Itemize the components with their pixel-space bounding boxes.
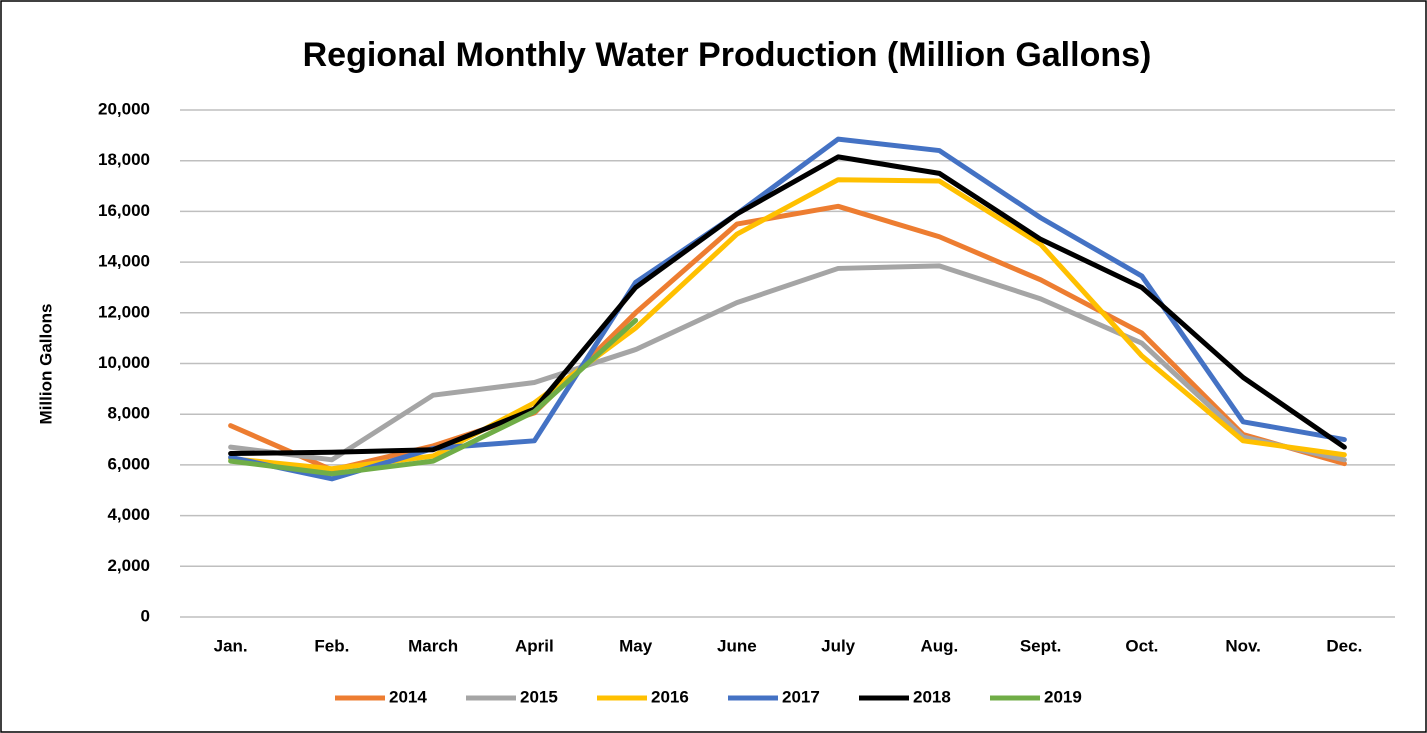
x-tick-label: Oct. (1125, 636, 1158, 655)
x-tick-label: Aug. (920, 636, 958, 655)
y-tick-label: 0 (141, 606, 150, 625)
y-tick-label: 2,000 (107, 556, 150, 575)
y-tick-label: 16,000 (98, 201, 150, 220)
x-tick-label: March (408, 636, 458, 655)
y-tick-label: 8,000 (107, 404, 150, 423)
y-tick-label: 14,000 (98, 252, 150, 271)
x-tick-label: April (515, 636, 554, 655)
legend-label: 2019 (1044, 687, 1082, 706)
legend-label: 2018 (913, 687, 951, 706)
line-series (228, 177, 1347, 472)
x-tick-label: Feb. (314, 636, 349, 655)
chart-title: Regional Monthly Water Production (Milli… (303, 36, 1152, 74)
x-tick-label: Nov. (1225, 636, 1261, 655)
x-tick-label: July (821, 636, 856, 655)
y-tick-label: 12,000 (98, 302, 150, 321)
y-tick-label: 20,000 (98, 99, 150, 118)
x-tick-label: Dec. (1326, 636, 1362, 655)
x-tick-label: Jan. (214, 636, 248, 655)
y-axis-label: Million Gallons (36, 304, 55, 425)
x-tick-label: May (619, 636, 653, 655)
y-tick-label: 4,000 (107, 505, 150, 524)
legend-label: 2017 (782, 687, 820, 706)
line-series (228, 154, 1347, 456)
legend-label: 2015 (520, 687, 558, 706)
x-tick-label: June (717, 636, 757, 655)
legend-label: 2016 (651, 687, 689, 706)
x-tick-label: Sept. (1020, 636, 1062, 655)
y-tick-label: 18,000 (98, 150, 150, 169)
y-tick-label: 6,000 (107, 454, 150, 473)
line-series (228, 263, 1347, 463)
y-tick-label: 10,000 (98, 353, 150, 372)
line-series (228, 317, 639, 477)
legend-label: 2014 (389, 687, 427, 706)
